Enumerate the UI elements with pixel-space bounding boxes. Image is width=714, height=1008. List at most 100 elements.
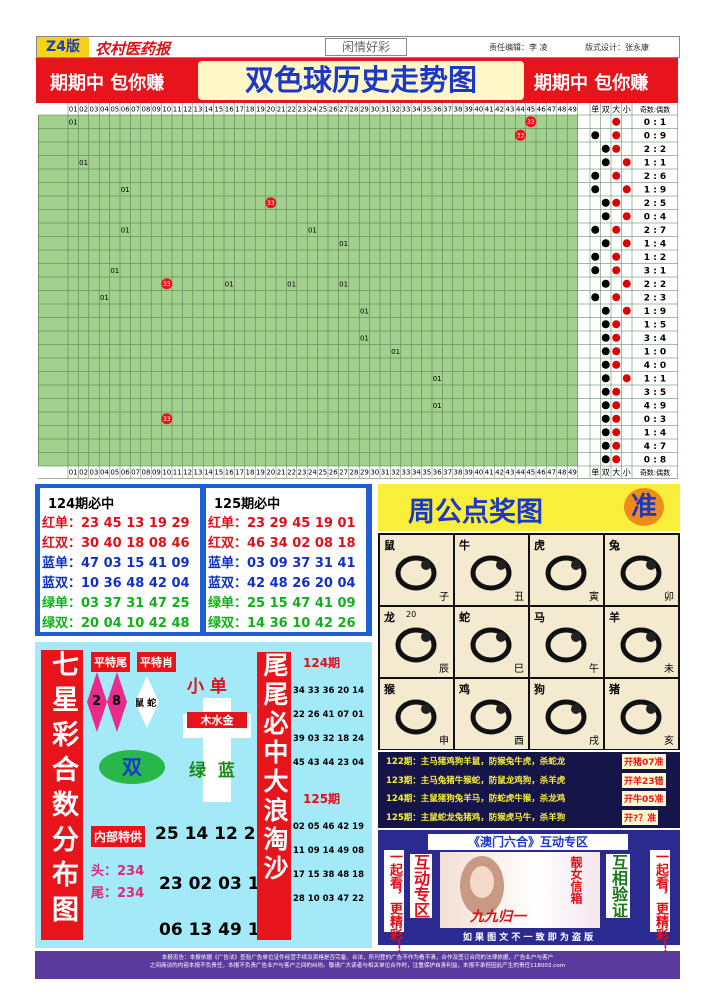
head: 头：234 <box>91 864 145 879</box>
ratio: 0 : 8 <box>644 455 666 465</box>
ratio: 0 : 4 <box>644 212 666 222</box>
footer-line: 本报忠告：本报依据《广告法》查验广告单位证件经营手续及资格是否完备、合法，所刊登… <box>161 955 554 961</box>
dot <box>601 239 610 248</box>
result-value: 开牛05准 <box>622 791 666 806</box>
column-label: 43 <box>506 106 515 114</box>
header-bar: Z4版 农村医药报 闲情好彩 责任编辑：李 凌 版式设计：张永康 <box>36 36 680 58</box>
pick-label: 蓝双： <box>42 576 82 591</box>
dot <box>601 360 610 369</box>
dot <box>612 144 621 153</box>
elements: 木水金 <box>187 712 247 728</box>
pick-line: 绿单：03 37 31 47 25 <box>42 592 190 611</box>
extra-column-label: 双 <box>602 468 610 477</box>
column-label: 47 <box>547 106 556 114</box>
paper-name: 农村医药报 <box>95 40 171 58</box>
extra-column-label: 单 <box>591 467 599 477</box>
ratio: 3 : 4 <box>644 334 666 344</box>
dot <box>612 428 621 437</box>
column-label: 39 <box>464 106 473 114</box>
pick-label: 红双： <box>208 536 248 551</box>
column-label: 05 <box>110 106 119 114</box>
inside-label: 内部特供 <box>91 826 146 847</box>
dot <box>612 401 621 410</box>
pick-line: 红双：46 34 02 08 18 <box>208 532 356 551</box>
pick-label: 红单： <box>42 516 82 531</box>
zodiac-branch: 丑 <box>514 592 524 603</box>
pick-numbers: 14 36 10 42 26 <box>247 616 356 631</box>
pick-line: 蓝单：47 03 15 41 09 <box>42 552 190 571</box>
banner-left: 期期中 包你赚 <box>50 73 165 94</box>
colors: 绿 蓝 <box>189 761 235 781</box>
zodiac-branch: 戌 <box>589 736 599 747</box>
mailbox: 靓女信箱 <box>569 856 583 904</box>
zodiac-branch: 巳 <box>514 664 524 675</box>
ratio: 3 : 1 <box>644 266 666 276</box>
zodiac-grid: 鼠子牛丑虎寅兔卯龙辰 20 蛇巳马午羊未猴申鸡酉狗戌猪亥 <box>378 533 680 750</box>
zodiac-ink <box>395 699 437 735</box>
zodiac-cell: 狗戌 <box>530 679 603 749</box>
dot <box>601 144 610 153</box>
dot <box>612 198 621 207</box>
tail-row: 02 05 46 42 19 <box>293 822 364 832</box>
small-odd: 小 单 <box>187 677 227 697</box>
ratio: 3 : 5 <box>644 388 666 398</box>
column-label: 48 <box>558 106 567 114</box>
zodiac-branch: 卯 <box>664 592 674 603</box>
ratio: 1 : 4 <box>644 239 666 249</box>
column-label: 13 <box>194 469 203 477</box>
dot <box>612 455 621 464</box>
dot <box>612 266 621 275</box>
pick-title: 125期必中 <box>214 497 281 512</box>
ink <box>646 632 656 642</box>
ratio: 4 : 0 <box>644 361 666 371</box>
ink <box>545 699 587 735</box>
dot <box>601 387 610 396</box>
dot <box>601 414 610 423</box>
pick-label: 蓝单： <box>208 556 248 571</box>
macau-left-label: 互动专区 <box>410 854 432 918</box>
column-label: 25 <box>318 469 327 477</box>
tail-row: 22 26 41 07 01 <box>293 710 364 720</box>
zodiac-ink <box>620 699 662 735</box>
zodiac-animal: 狗 <box>534 683 545 696</box>
zodiac-animal: 牛 <box>459 539 470 552</box>
macau-box: 《澳门六合》互动专区 一起看，更精彩！ 互动专区 靓女信箱 九九归一 互相验证 … <box>378 830 680 954</box>
dream-badge: 准 <box>624 488 664 526</box>
column-label: 26 <box>329 469 338 477</box>
ratio: 0 : 9 <box>644 131 666 141</box>
zodiac-animal: 马 <box>534 611 545 624</box>
picks-box: 124期必中 红单：23 45 13 19 29 红双：30 40 18 08 46… <box>35 484 372 636</box>
pick-label: 红双： <box>42 536 82 551</box>
ink <box>496 560 506 570</box>
column-label: 36 <box>433 106 442 114</box>
column-label: 49 <box>568 469 577 477</box>
column-label: 44 <box>516 106 525 114</box>
column-label: 03 <box>90 106 99 114</box>
column-label: 18 <box>246 469 255 477</box>
column-label: 29 <box>360 106 369 114</box>
seven-star-title: 七星彩合数分布图 <box>41 650 83 940</box>
tail-row: 11 09 14 49 08 <box>293 846 364 856</box>
column-label: 13 <box>194 106 203 114</box>
cell-number: 01 <box>287 280 296 288</box>
dot <box>622 212 631 221</box>
column-label: 35 <box>422 469 431 477</box>
column-label: 21 <box>277 106 286 114</box>
macau-right-label: 互相验证 <box>606 854 630 918</box>
double: 双 <box>99 750 165 784</box>
diamonds <box>87 672 159 732</box>
zodiac-ink <box>470 699 512 735</box>
dot <box>601 333 610 342</box>
column-label: 49 <box>568 106 577 114</box>
column-label: 34 <box>412 106 421 114</box>
footer-row <box>38 466 678 478</box>
zodiac-cell: 牛丑 <box>455 535 528 605</box>
dot <box>601 320 610 329</box>
zodiac-ink <box>545 555 587 591</box>
cell-number: 01 <box>360 307 369 315</box>
red-ball <box>514 129 526 141</box>
macau-footer: 如 果 图 文 不 一 致 即 为 盗 版 <box>462 933 594 943</box>
macau-left-slogan: 一起看，更精彩！ <box>384 850 404 954</box>
seven-star-box: 七星彩合数分布图 平特尾 平特肖 2 8 鼠 蛇 小 单 木水金 双 绿 蓝 内… <box>35 642 372 948</box>
cell-number: 01 <box>121 186 130 194</box>
